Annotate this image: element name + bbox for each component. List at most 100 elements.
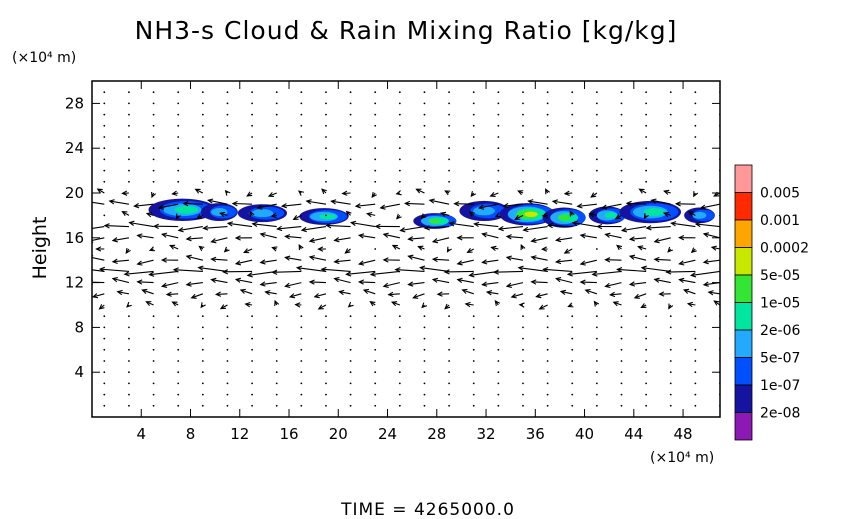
wind-dot-515 [620,192,623,194]
wind-dot-211 [177,315,180,318]
wind-dot-40 [448,393,450,396]
wind-dot-625 [128,136,130,138]
wind-vector-432 [473,221,499,228]
wind-dot-191 [325,326,327,329]
wind-dot-28 [152,393,155,396]
wind-vector-452 [345,210,352,217]
wind-dot-67 [472,382,475,385]
wind-vector-450 [292,214,302,220]
wind-dot-180 [694,337,697,340]
wind-vector-257 [668,303,674,310]
wind-dot-711 [325,102,327,105]
wind-vector-263 [165,291,179,297]
wind-vector-245 [369,300,376,307]
cloud-blob-10-level-2 [692,211,707,219]
wind-dot-121 [522,360,524,362]
wind-vector-293 [259,281,277,287]
wind-vector-353 [456,259,474,266]
wind-vector-507 [415,188,425,194]
wind-dot-56 [201,382,204,385]
wind-dot-215 [275,315,278,318]
wind-dot-550 [201,169,204,172]
wind-dot-651 [128,124,130,127]
wind-dot-560 [448,169,450,172]
wind-dot-49 [669,393,672,396]
wind-vector-501 [267,192,277,198]
wind-vector-443 [121,210,130,217]
wind-dot-662 [398,124,401,127]
wind-dot-605 [275,147,278,150]
wind-vector-460 [541,212,548,219]
wind-vector-336 [665,269,696,275]
wind-dot-90 [398,371,401,374]
wind-dot-608 [349,147,352,150]
wind-dot-10 [349,404,352,407]
wind-vector-276 [485,290,499,296]
wind-vector-428 [374,223,400,230]
wind-vector-396 [234,235,253,241]
wind-vector-437 [596,223,622,230]
wind-dot-223 [472,315,475,318]
wind-vector-410 [579,233,597,239]
wind-dot-633 [325,136,327,138]
wind-vector-389 [710,245,720,251]
wind-dot-601 [177,147,180,150]
wind-dot-710 [300,102,303,105]
wind-vector-502 [297,190,304,196]
wind-dot-538 [546,180,549,183]
wind-vector-487 [551,199,573,205]
wind-dot-13 [423,404,426,407]
wind-vector-447 [219,211,228,218]
wind-dot-581 [325,158,327,161]
wind-dot-588 [497,158,500,161]
wind-dot-136 [251,348,253,351]
wind-dot-98 [595,371,598,374]
wind-dot-206 [694,326,697,329]
wind-dot-523 [177,180,180,183]
wind-dot-126 [645,360,648,362]
wind-dot-577 [226,158,229,161]
wind-vector-235 [126,301,132,308]
wind-dot-134 [201,348,204,351]
wind-vector-295 [308,279,326,285]
wind-vector-365 [125,247,131,254]
wind-dot-173 [522,337,524,340]
legend-swatch-5 [734,302,753,331]
wind-vector-349 [357,259,376,266]
wind-dot-194 [398,326,401,329]
wind-dot-20 [595,404,598,407]
wind-dot-639 [472,136,475,138]
wind-vector-303 [505,282,524,288]
wind-vector-489 [601,203,622,210]
wind-dot-65 [423,382,426,385]
wind-dot-35 [325,393,327,396]
wind-vector-409 [554,237,573,243]
wind-vector-248 [444,303,451,310]
wind-dot-125 [620,360,623,362]
wind-dot-609 [374,147,377,150]
wind-vector-290 [185,281,203,287]
wind-vector-331 [542,266,573,273]
wind-dot-41 [472,393,475,396]
y-tick-label-5: 24 [65,139,84,157]
wind-vector-273 [412,293,425,299]
wind-dot-646 [645,136,648,138]
wind-dot-590 [546,158,549,161]
wind-vector-435 [546,222,573,229]
wind-dot-587 [472,158,475,161]
wind-dot-647 [669,136,672,138]
wind-dot-228 [595,315,598,318]
wind-vector-294 [284,282,302,288]
wind-dot-603 [226,147,229,150]
legend-label-0: 0.005 [760,186,800,202]
wind-dot-630 [251,136,253,138]
wind-vector-449 [270,212,277,219]
wind-vector-260 [92,293,105,299]
wind-dot-130 [103,348,106,351]
wind-vector-305 [555,277,573,284]
wind-dot-684 [300,113,303,116]
wind-vector-315 [148,270,179,277]
wind-dot-712 [349,102,352,105]
wind-dot-604 [251,147,253,150]
wind-dot-151 [620,348,623,351]
